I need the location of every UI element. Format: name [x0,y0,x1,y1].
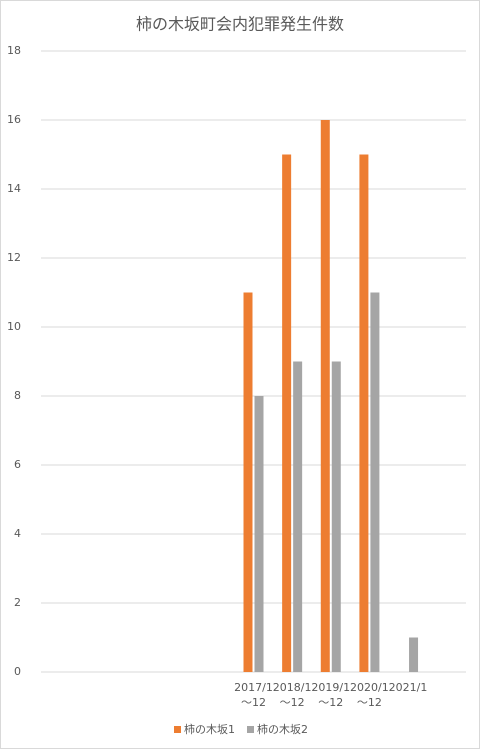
bar [243,292,253,672]
legend-item: 柿の木坂1 [174,721,235,737]
legend-label: 柿の木坂2 [257,723,308,736]
legend-swatch [174,726,181,733]
y-tick-label: 14 [7,182,21,195]
chart-title: 柿の木坂町会内犯罪発生件数 [136,15,344,34]
legend-item: 柿の木坂2 [247,721,308,737]
bar [254,396,264,672]
y-tick-label: 2 [14,596,21,609]
x-tick-label: 2020/1～12 [350,681,389,709]
y-tick-label: 6 [14,458,21,471]
y-tick-label: 16 [7,113,21,126]
legend-swatch [247,726,254,733]
y-tick-label: 0 [14,665,21,678]
bar [359,154,369,672]
bar [320,120,330,672]
y-tick-label: 8 [14,389,21,402]
x-tick-label: 2019/1～12 [311,681,351,709]
y-tick-label: 10 [7,320,21,333]
bar [282,154,292,672]
legend-label: 柿の木坂1 [184,723,235,736]
y-tick-label: 4 [14,527,21,540]
bar [331,361,341,672]
bar [293,361,303,672]
legend: 柿の木坂1 柿の木坂2 [1,721,479,737]
x-tick-label: 2021/1 [388,681,428,694]
y-tick-label: 12 [7,251,21,264]
x-tick-label: 2017/1～12 [234,681,273,709]
bar [370,292,380,672]
bar [409,637,419,672]
x-tick-label: 2018/1～12 [272,681,312,709]
y-tick-label: 18 [7,44,21,57]
